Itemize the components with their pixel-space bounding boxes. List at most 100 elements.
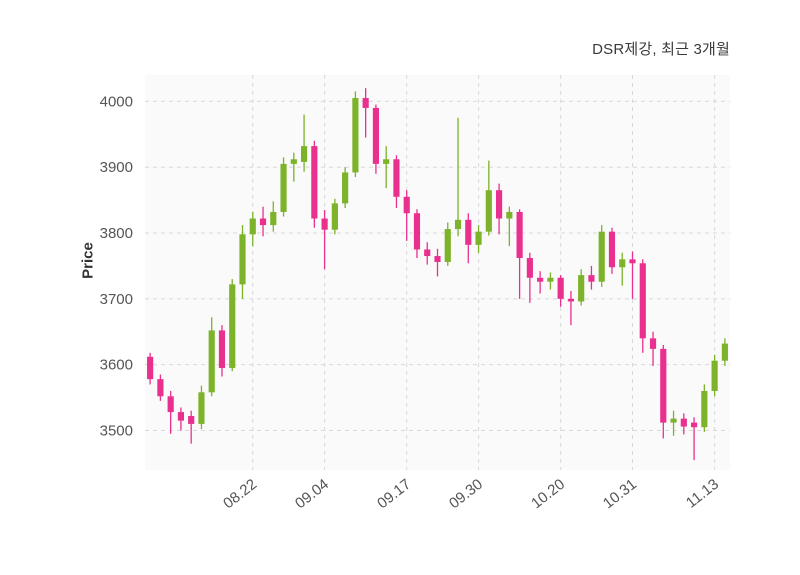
- y-tick-label: 3500: [100, 423, 133, 440]
- y-tick-label: 3700: [100, 291, 133, 308]
- candlestick: [342, 167, 349, 208]
- candlestick: [352, 91, 359, 178]
- candlestick: [485, 160, 492, 236]
- candle-body: [619, 259, 626, 268]
- candlestick: [229, 279, 236, 372]
- candle-body: [331, 203, 338, 230]
- x-tick-label: 11.13: [683, 476, 722, 512]
- candlestick: [516, 209, 523, 299]
- candlestick: [249, 211, 256, 247]
- candlestick: [670, 410, 677, 436]
- candlestick: [588, 265, 595, 290]
- candlestick: [393, 155, 400, 208]
- candlestick: [578, 269, 585, 306]
- candle-body: [239, 234, 246, 285]
- candle-body: [413, 213, 421, 250]
- candle-body: [639, 263, 646, 339]
- candle-body: [506, 211, 513, 219]
- candlestick: [649, 331, 657, 366]
- candle-body: [547, 277, 554, 282]
- x-tick-label: 10.31: [600, 476, 640, 513]
- candlestick: [496, 183, 503, 235]
- candlestick: [167, 391, 174, 434]
- candle-body: [342, 172, 349, 204]
- candle-body: [372, 107, 379, 164]
- candlestick: [444, 222, 451, 266]
- candle-body: [167, 396, 174, 413]
- candlestick: [362, 88, 369, 138]
- y-tick-label: 3600: [100, 357, 133, 374]
- candle-body: [188, 416, 195, 424]
- candlestick: [147, 352, 154, 385]
- candlestick: [331, 198, 338, 235]
- candle-body: [270, 211, 277, 226]
- candlestick: [424, 242, 431, 265]
- candle-body: [670, 418, 677, 423]
- candle-body: [680, 418, 687, 427]
- candle-body: [496, 190, 503, 219]
- candle-body: [454, 219, 462, 230]
- candlestick: [301, 114, 308, 172]
- candlestick: [691, 417, 698, 461]
- candlestick: [721, 338, 728, 366]
- candle-body: [301, 146, 308, 162]
- candlestick: [403, 190, 410, 241]
- candle-body: [198, 392, 205, 424]
- candlestick: [157, 374, 164, 401]
- candlestick: [239, 225, 246, 299]
- candle-body: [588, 275, 595, 282]
- candle-body: [526, 258, 533, 278]
- candle-body: [147, 356, 154, 380]
- candle-body: [280, 163, 287, 212]
- candle-body: [578, 275, 585, 302]
- candle-body: [249, 218, 256, 235]
- x-tick-label: 09.30: [446, 476, 486, 513]
- candlestick: [557, 275, 564, 307]
- candle-body: [701, 391, 708, 428]
- candlestick: [454, 117, 462, 237]
- candle-body: [649, 338, 657, 349]
- chart-title: DSR제강, 최근 3개월: [592, 41, 730, 58]
- candle-body: [177, 412, 184, 421]
- candlestick: [372, 104, 379, 174]
- candle-body: [485, 190, 492, 232]
- candlestick: [413, 209, 421, 259]
- candle-body: [629, 259, 636, 264]
- candle-body: [157, 379, 164, 397]
- candle-body: [660, 348, 667, 423]
- candlestick: [218, 325, 226, 377]
- candlestick: [177, 407, 184, 431]
- candle-body: [711, 360, 718, 391]
- candle-body: [537, 277, 544, 282]
- candlestick: [567, 290, 574, 326]
- candle-body: [567, 298, 574, 302]
- candlestick: [608, 227, 616, 274]
- candlestick: [290, 152, 297, 182]
- candle-body: [208, 330, 215, 393]
- x-tick-label: 08.22: [220, 476, 260, 513]
- candle-body: [321, 218, 328, 230]
- candlestick: [537, 271, 544, 294]
- candlestick: [188, 410, 195, 444]
- candle-body: [424, 249, 431, 257]
- x-tick-label: 09.04: [292, 476, 332, 513]
- candle-body: [403, 196, 410, 214]
- candlestick: [321, 209, 328, 270]
- candle-body: [598, 231, 605, 282]
- y-tick-label: 4000: [100, 93, 133, 110]
- candlestick: [270, 201, 277, 232]
- candle-body: [557, 277, 564, 299]
- candlestick: [475, 225, 482, 253]
- y-axis-label: Price: [79, 242, 97, 279]
- candlestick: [547, 272, 554, 290]
- candlestick: [629, 251, 636, 299]
- candlestick: [383, 146, 390, 189]
- candle-body: [434, 256, 441, 262]
- candle-body: [362, 98, 369, 108]
- candlestick: [198, 385, 205, 430]
- candle-body: [444, 229, 451, 262]
- candle-body: [383, 159, 390, 164]
- candle-body: [229, 284, 236, 368]
